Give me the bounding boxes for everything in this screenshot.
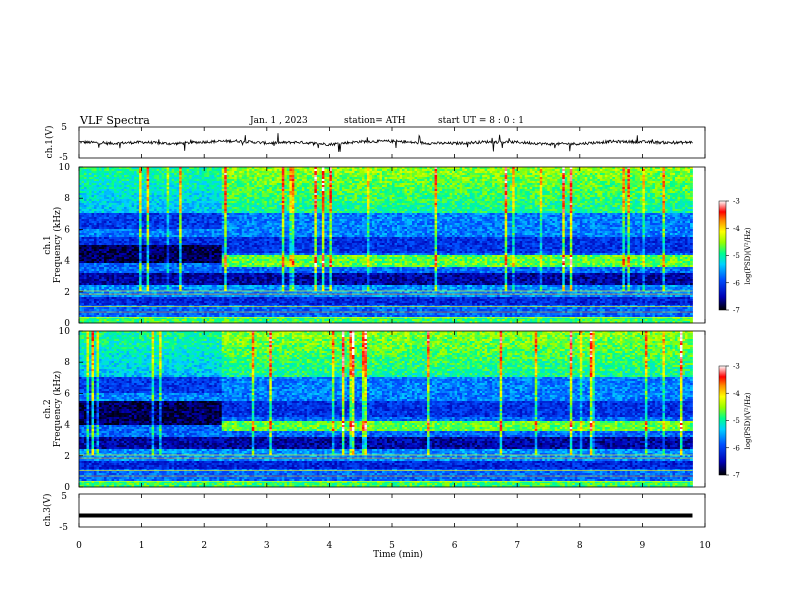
colorbar-tick-label: -4 (733, 225, 740, 233)
ytick-label: 2 (64, 288, 70, 298)
ch1-spectrogram-ylabel-channel: ch.1 (43, 235, 53, 254)
ch1-waveform-trace (79, 133, 693, 152)
ch2-colorbar-label: log(PSD)(V²/Hz) (744, 392, 752, 449)
ch1-colorbar-label: log(PSD)(V²/Hz) (744, 227, 752, 284)
colorbar-tick-label: -3 (733, 363, 740, 371)
ch2-colorbar (719, 366, 726, 475)
figure-title: VLF Spectra (79, 114, 150, 127)
colorbar-tick-label: -6 (733, 444, 740, 452)
colorbar-tick-label: -5 (733, 252, 740, 260)
xtick-label: 4 (327, 541, 333, 551)
xtick-label: 0 (76, 541, 82, 551)
ytick-label: 10 (59, 327, 71, 337)
xtick-label: 7 (514, 541, 520, 551)
xtick-label: 3 (264, 541, 270, 551)
ytick-label: 4 (64, 257, 70, 267)
xtick-label: 8 (577, 541, 583, 551)
ch1-ytick-top: 5 (61, 123, 67, 133)
colorbar-tick-label: -3 (733, 198, 740, 206)
ch1-ytick-bottom: -5 (59, 153, 68, 163)
ytick-label: 2 (64, 452, 70, 462)
ytick-label: 6 (64, 389, 70, 399)
colorbar-tick-label: -6 (733, 279, 740, 287)
ch3-ytick-top: 5 (61, 492, 67, 502)
start-time-label: start UT = 8 : 0 : 1 (438, 116, 524, 126)
station-label: station= ATH (344, 116, 406, 126)
ch3-waveform-ylabel: ch.3(V) (42, 494, 53, 527)
ytick-label: 10 (59, 163, 71, 173)
ch3-waveform-frame (79, 494, 705, 527)
ytick-label: 8 (64, 194, 70, 204)
ch1-spectrogram-image (79, 167, 693, 323)
xtick-label: 10 (699, 541, 711, 551)
figure-header: VLF Spectra Jan. 1 , 2023 station= ATH s… (79, 114, 524, 127)
xtick-label: 1 (139, 541, 145, 551)
colorbar-tick-label: -7 (733, 307, 740, 315)
ch2-spectrogram-image (79, 331, 693, 487)
ch1-spectrogram-ylabel-frequency: Frequency (kHz) (52, 207, 63, 284)
colorbar-tick-label: -4 (733, 390, 740, 398)
ch1-waveform-panel: 5 -5 ch.1(V) (44, 123, 705, 163)
xtick-label: 9 (640, 541, 646, 551)
xtick-label: 2 (201, 541, 207, 551)
ch2-colorbar-ticks: -3 -4 -5 -6 -7 (726, 363, 740, 480)
ch2-spectrogram-ylabel-channel: ch.2 (43, 399, 53, 418)
colorbar-tick-label: -7 (733, 472, 740, 480)
date-label: Jan. 1 , 2023 (249, 116, 308, 126)
ch1-waveform-ylabel: ch.1(V) (44, 126, 55, 159)
ch2-spectrogram-ylabel-frequency: Frequency (kHz) (52, 371, 63, 448)
ch1-waveform-line (79, 133, 693, 152)
colorbar-tick-label: -5 (733, 417, 740, 425)
ytick-label: 4 (64, 421, 70, 431)
ch1-colorbar (719, 201, 726, 310)
x-axis-label: Time (min) (373, 549, 423, 560)
ch1-colorbar-ticks: -3 -4 -5 -6 -7 (726, 198, 740, 315)
ytick-label: 6 (64, 225, 70, 235)
ch3-ytick-bottom: -5 (59, 523, 68, 533)
xtick-label: 6 (452, 541, 458, 551)
ytick-label: 8 (64, 358, 70, 368)
